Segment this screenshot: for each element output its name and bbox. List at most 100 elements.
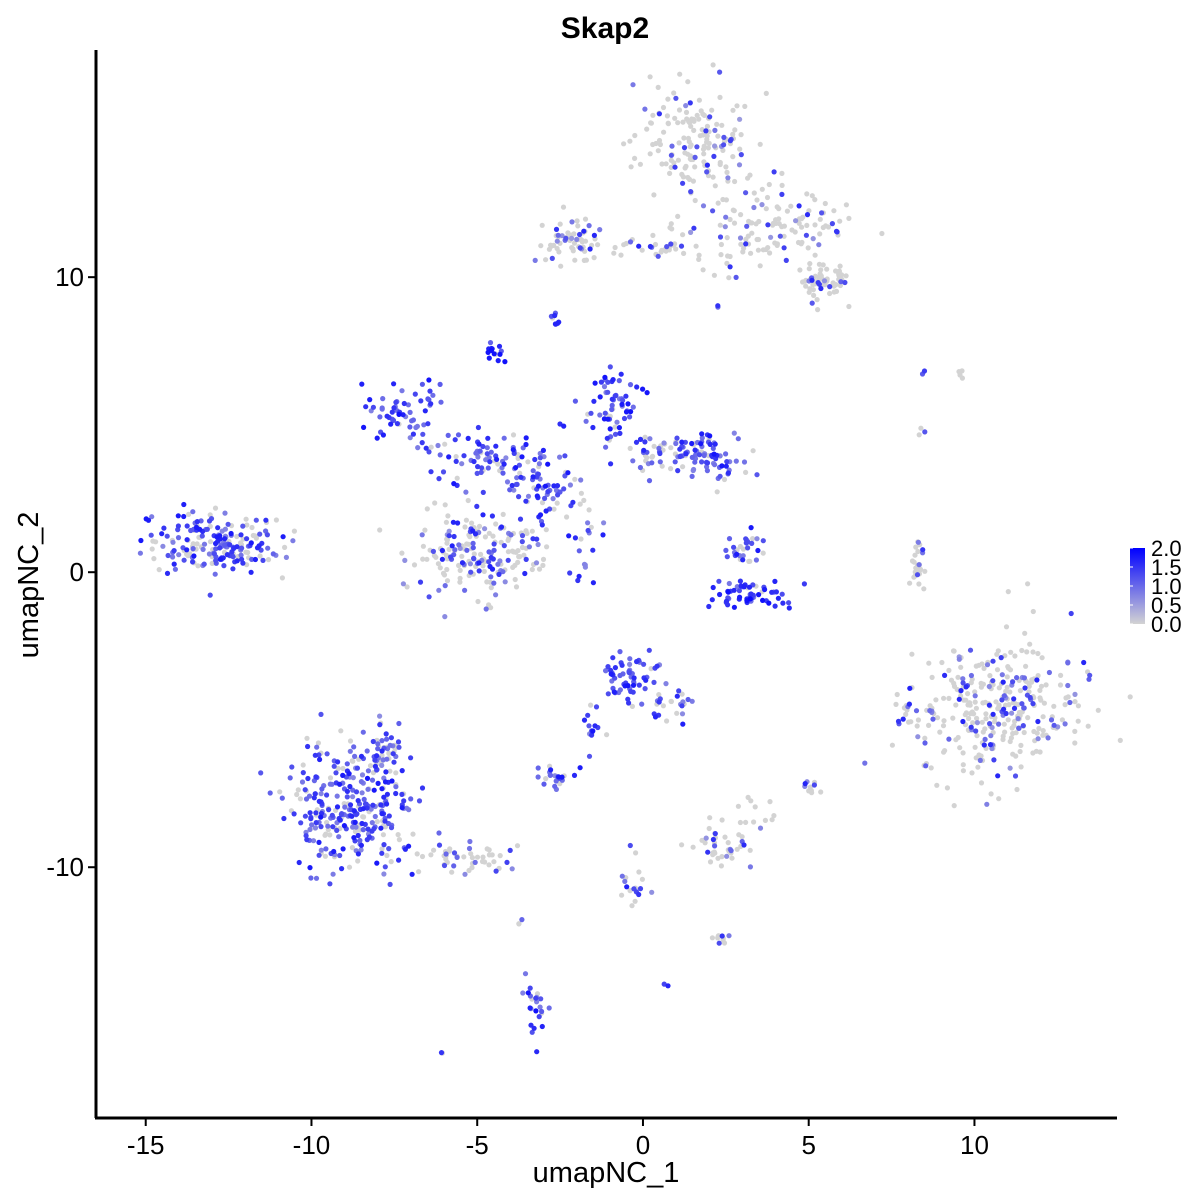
data-point [477,448,483,454]
data-point [515,559,521,566]
data-point [1018,742,1024,749]
data-point [675,213,681,219]
data-point [970,720,976,726]
data-point [181,557,187,563]
data-point [369,820,375,826]
data-point [655,84,661,90]
data-point [627,656,633,662]
data-point [784,208,791,214]
data-point [456,542,462,548]
data-point [452,547,458,553]
data-point [165,552,171,559]
data-point [338,728,344,734]
data-point [539,522,545,528]
data-point [978,753,984,759]
data-point [978,680,984,687]
data-point [476,568,482,574]
data-point [493,443,499,449]
data-point [346,864,353,870]
data-point [712,850,718,856]
data-point [668,698,675,705]
data-point [426,449,432,455]
data-point [474,854,481,860]
data-point [553,226,560,232]
data-point [365,786,371,792]
data-point [551,506,557,512]
data-point [669,143,675,149]
data-point [190,559,196,565]
data-point [591,398,597,404]
data-point [691,118,697,124]
data-point [756,592,762,598]
data-point [605,664,611,670]
data-point [334,804,341,810]
data-point [207,592,213,598]
data-point [966,715,972,722]
data-point [421,422,427,428]
data-point [243,516,249,522]
data-point [738,241,744,247]
data-point [572,476,578,482]
data-point [457,567,463,574]
data-point [400,581,406,587]
data-point [386,750,392,757]
data-point [916,432,922,438]
data-point [737,578,744,584]
data-point [960,762,966,768]
data-point [318,824,324,830]
data-point [387,881,393,888]
data-point [796,203,802,209]
data-point [988,791,994,797]
data-point [812,197,818,203]
data-point [648,120,654,126]
data-point [716,940,722,946]
data-point [446,454,452,460]
data-point [468,569,474,575]
data-point [900,716,906,722]
data-point [199,533,205,539]
data-point [590,580,597,586]
data-point [681,250,687,256]
data-point [305,743,311,750]
data-point [639,876,646,882]
data-point [956,369,962,375]
data-point [692,197,698,204]
data-point [933,697,939,703]
data-point [364,837,370,843]
data-point [796,220,802,226]
data-point [603,444,609,450]
data-point [1017,748,1023,755]
data-point [428,852,434,858]
data-point [555,492,561,498]
data-point [751,819,757,825]
data-point [1027,694,1033,701]
data-point [419,381,425,387]
data-point [636,869,642,875]
data-point [731,430,737,436]
data-point [438,399,444,405]
data-point [894,691,900,698]
data-point [656,137,663,144]
data-point [984,801,990,807]
data-point [572,398,579,404]
data-point [581,717,588,723]
data-point [488,574,494,580]
data-point [690,178,697,184]
data-point [677,453,683,460]
data-point [222,526,228,532]
data-point [175,535,182,541]
data-point [619,892,625,898]
data-point [1065,660,1071,666]
data-point [420,556,426,562]
data-point [250,532,256,539]
data-point [714,489,720,495]
data-point [399,550,405,556]
data-point [906,719,912,725]
data-point [346,771,352,777]
data-point [340,772,346,779]
data-point [201,541,208,547]
data-point [1051,722,1057,728]
data-point [621,242,627,248]
data-point [600,532,606,538]
